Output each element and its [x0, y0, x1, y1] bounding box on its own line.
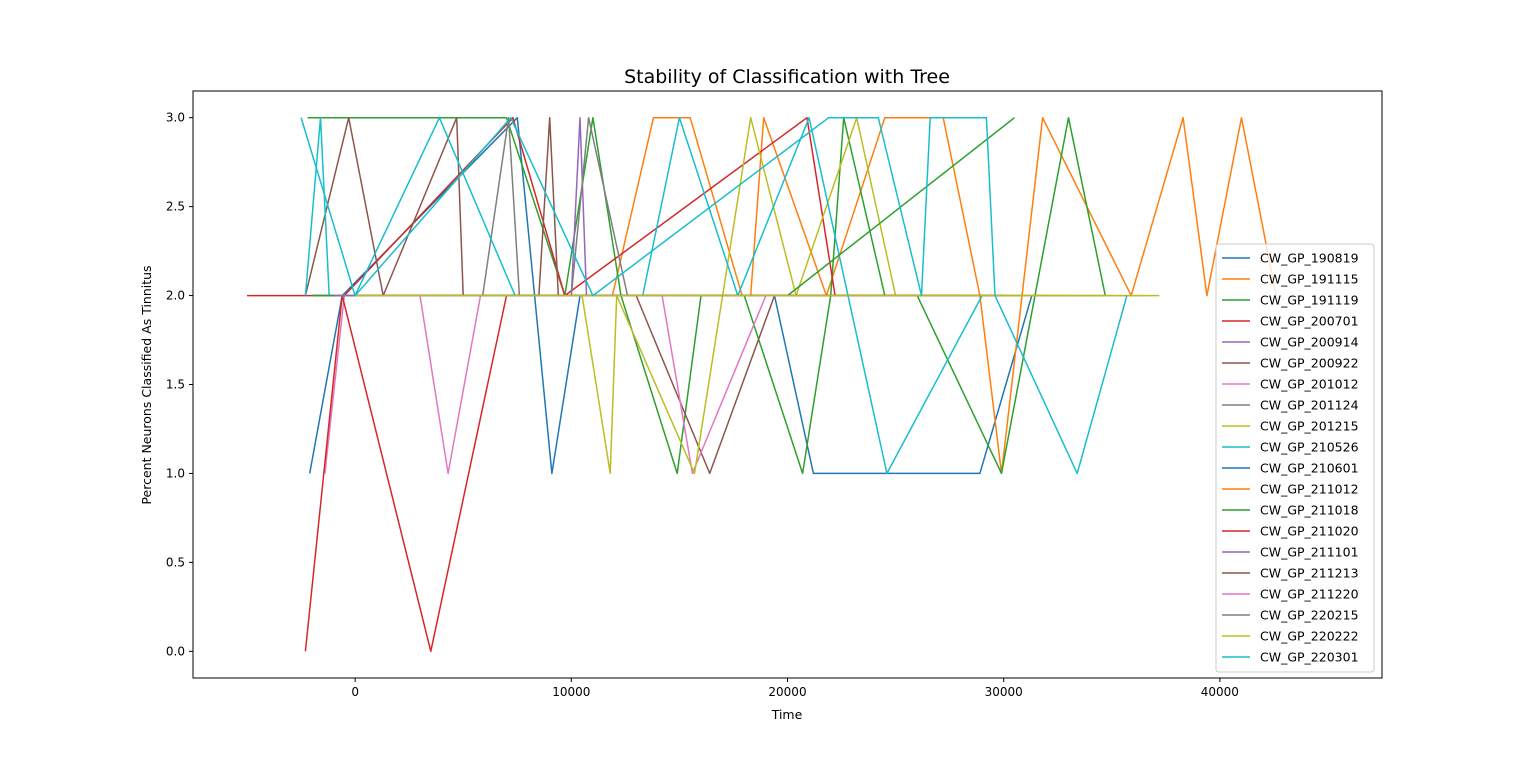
x-axis-ticks: 0 10000 20000 30000 40000: [351, 678, 1239, 699]
x-tick-label: 0: [351, 685, 359, 699]
legend-label: CW_GP_190819: [1260, 251, 1359, 266]
y-axis-ticks: 0.0 0.5 1.0 1.5 2.0 2.5 3.0: [166, 111, 193, 658]
legend-label: CW_GP_201012: [1260, 377, 1359, 392]
series-line-19: [300, 116, 1128, 475]
legend-label: CW_GP_220222: [1260, 629, 1359, 644]
legend-label: CW_GP_201215: [1260, 419, 1359, 434]
x-tick-label: 30000: [985, 685, 1023, 699]
series-line-2: [307, 116, 1107, 475]
legend-label: CW_GP_200914: [1260, 335, 1359, 350]
legend-label: CW_GP_191115: [1260, 272, 1359, 287]
legend-box: [1215, 243, 1375, 673]
y-tick-label: 0.5: [166, 555, 185, 569]
x-tick-label: 10000: [552, 685, 590, 699]
legend-label: CW_GP_220215: [1260, 608, 1359, 623]
x-tick-label: 40000: [1201, 685, 1239, 699]
legend-label: CW_GP_210601: [1260, 461, 1359, 476]
legend-label: CW_GP_211020: [1260, 524, 1359, 539]
x-tick-label: 20000: [768, 685, 806, 699]
y-tick-label: 0.0: [166, 644, 185, 658]
legend-label: CW_GP_211101: [1260, 545, 1359, 560]
y-tick-label: 3.0: [166, 111, 185, 125]
series-lines: [247, 116, 1277, 653]
legend-label: CW_GP_200701: [1260, 314, 1359, 329]
legend: CW_GP_190819 CW_GP_191115 CW_GP_191119 CW_G…: [1215, 243, 1375, 673]
legend-label: CW_GP_220301: [1260, 650, 1359, 665]
chart-title: Stability of Classification with Tree: [624, 66, 950, 88]
x-axis-label: Time: [771, 707, 803, 722]
y-tick-label: 1.0: [166, 466, 185, 480]
legend-label: CW_GP_210526: [1260, 440, 1359, 455]
y-axis-label: Percent Neurons Classified As Tinnitus: [139, 265, 154, 504]
y-tick-label: 2.0: [166, 289, 185, 303]
series-line-1: [355, 116, 1277, 475]
legend-label: CW_GP_191119: [1260, 293, 1359, 308]
legend-label: CW_GP_211213: [1260, 566, 1359, 581]
legend-label: CW_GP_211220: [1260, 587, 1359, 602]
y-tick-label: 2.5: [166, 200, 185, 214]
legend-label: CW_GP_211018: [1260, 503, 1359, 518]
legend-label: CW_GP_211012: [1260, 482, 1359, 497]
legend-label: CW_GP_201124: [1260, 398, 1359, 413]
series-line-5: [304, 116, 896, 475]
legend-label: CW_GP_200922: [1260, 356, 1359, 371]
y-tick-label: 1.5: [166, 378, 185, 392]
